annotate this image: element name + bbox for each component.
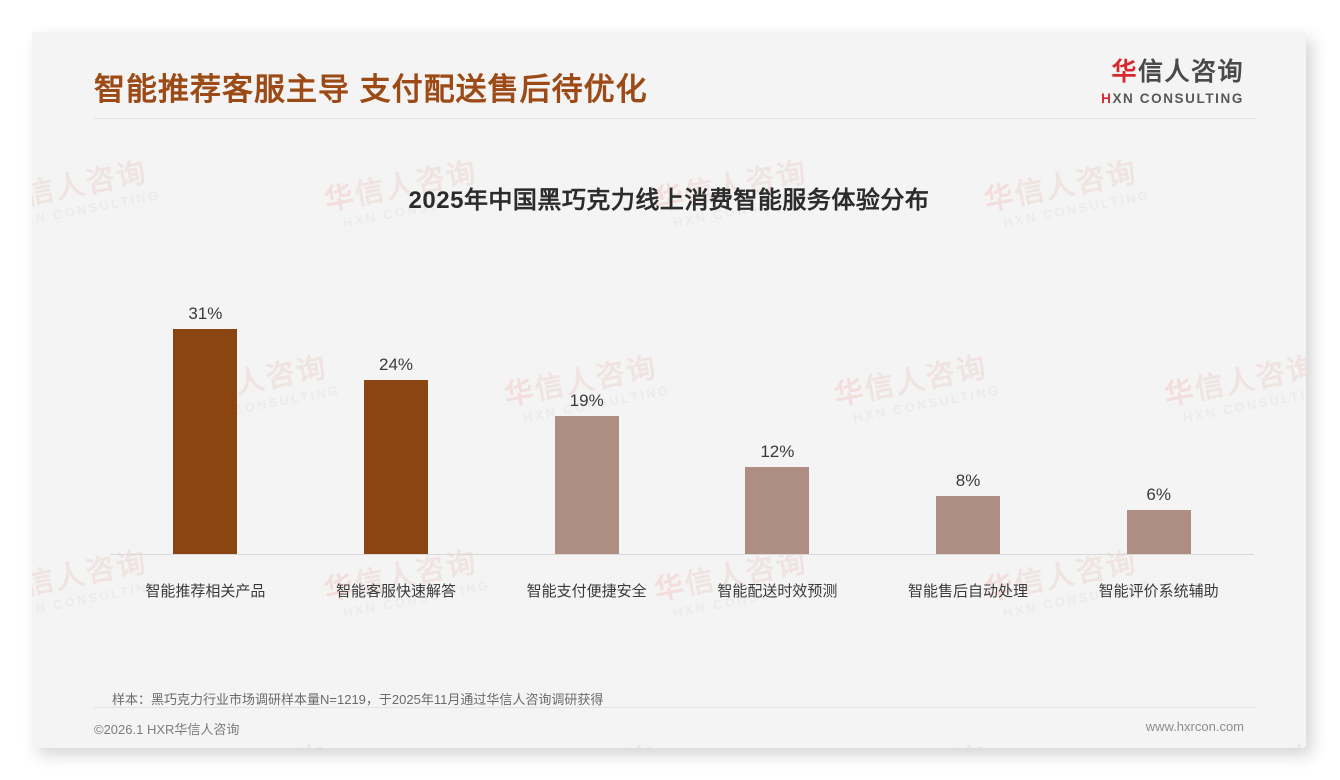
brand-logo-en-rest: XN CONSULTING bbox=[1112, 90, 1244, 106]
bar-rect[interactable] bbox=[936, 496, 1001, 554]
bar-chart: 31% 智能推荐相关产品 24% 智能客服快速解答 19% 智能支付便捷安全 12% 智能配送… bbox=[78, 212, 1268, 632]
bar-value-label: 6% bbox=[1146, 485, 1171, 504]
bar-series: 31% 智能推荐相关产品 24% 智能客服快速解答 19% 智能支付便捷安全 12% 智能配送… bbox=[110, 289, 1254, 600]
bar-column[interactable]: 12% 智能配送时效预测 bbox=[682, 289, 873, 600]
bar-rect[interactable] bbox=[745, 467, 810, 554]
bar-rect[interactable] bbox=[173, 329, 238, 554]
bar-value-label: 8% bbox=[955, 471, 981, 490]
brand-logo-cn-red: 华 bbox=[1111, 58, 1138, 86]
bar-column[interactable]: 8% 智能售后自动处理 bbox=[873, 289, 1064, 600]
bar-category-label: 智能评价系统辅助 bbox=[1098, 583, 1219, 600]
x-axis-line bbox=[110, 554, 1254, 555]
bar-rect[interactable] bbox=[1126, 510, 1191, 554]
bar-column[interactable]: 24% 智能客服快速解答 bbox=[301, 289, 492, 600]
bar-rect[interactable] bbox=[554, 416, 619, 554]
bar-rect[interactable] bbox=[364, 380, 428, 554]
bar-category-label: 智能客服快速解答 bbox=[335, 583, 457, 600]
bar-category-label: 智能推荐相关产品 bbox=[145, 583, 266, 600]
brand-logo-en: HXN CONSULTING bbox=[1101, 91, 1244, 106]
sample-footnote: 样本：黑巧克力行业市场调研样本量N=1219，于2025年11月通过华信人咨询调… bbox=[112, 692, 604, 707]
page-title: 智能推荐客服主导 支付配送售后待优化 bbox=[94, 72, 648, 107]
bar-column[interactable]: 19% 智能支付便捷安全 bbox=[491, 289, 682, 600]
bar-value-label: 24% bbox=[378, 355, 414, 374]
slide-header: 智能推荐客服主导 支付配送售后待优化 华信人咨询 HXN CONSULTING bbox=[32, 32, 1306, 118]
chart-title: 2025年中国黑巧克力线上消费智能服务体验分布 bbox=[408, 187, 930, 214]
slide-footer: ©2026.1 HXR华信人咨询 www.hxrcon.com bbox=[32, 719, 1306, 748]
header-divider bbox=[94, 118, 1256, 119]
website-url: www.hxrcon.com bbox=[1145, 719, 1244, 734]
copyright-text: ©2026.1 HXR华信人咨询 bbox=[94, 722, 240, 737]
brand-logo-en-red: H bbox=[1101, 90, 1113, 106]
slide-card: 华信人咨询 HXN CONSULTING 华信人咨询 HXN CONSULTING华信… bbox=[32, 32, 1306, 748]
bar-value-label: 31% bbox=[188, 304, 223, 323]
bar-value-label: 12% bbox=[760, 442, 795, 461]
bar-category-label: 智能售后自动处理 bbox=[908, 583, 1029, 600]
bar-column[interactable]: 6% 智能评价系统辅助 bbox=[1063, 289, 1254, 600]
bar-value-label: 19% bbox=[569, 391, 604, 410]
brand-logo: 华信人咨询 HXN CONSULTING bbox=[1101, 58, 1244, 106]
bar-category-label: 智能支付便捷安全 bbox=[526, 583, 647, 600]
bar-category-label: 智能配送时效预测 bbox=[717, 583, 838, 600]
bar-column[interactable]: 31% 智能推荐相关产品 bbox=[110, 289, 301, 600]
brand-logo-cn-rest: 信人咨询 bbox=[1137, 58, 1244, 86]
brand-logo-cn: 华信人咨询 bbox=[1101, 58, 1244, 87]
footer-divider bbox=[94, 707, 1256, 708]
